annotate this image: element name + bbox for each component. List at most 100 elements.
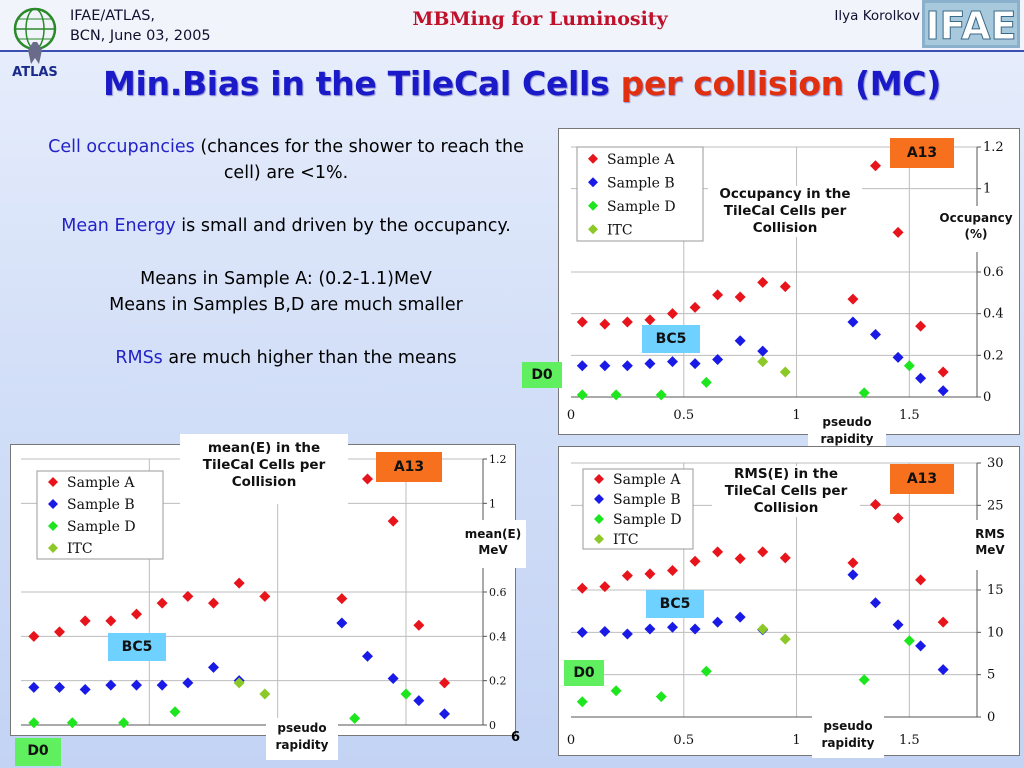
slide-title-part2: per collision <box>620 64 844 103</box>
data-point-sample-b <box>362 650 373 662</box>
data-point-itc <box>233 677 245 689</box>
data-point-sample-a <box>54 626 65 638</box>
data-point-sample-a <box>847 293 859 305</box>
data-point-sample-a <box>667 308 678 320</box>
legend-box <box>36 470 164 560</box>
paragraph-mean-energy: Mean Energy is small and driven by the o… <box>48 213 524 239</box>
legend-marker <box>594 534 604 544</box>
data-point-sample-a <box>712 546 724 558</box>
data-point-sample-a <box>937 366 949 378</box>
data-point-sample-b <box>915 372 927 384</box>
data-point-sample-a <box>892 226 904 238</box>
chart-rms-energy-plot: 0 5 10 15 25 30 0 0.5 1 1.5 Sample A Sample B Sample… <box>567 456 1004 748</box>
data-point-sample-d <box>655 389 667 401</box>
data-point-sample-a <box>689 555 701 567</box>
data-point-sample-d <box>655 691 667 703</box>
data-point-sample-b <box>336 617 348 629</box>
legend-entry: Sample B <box>607 175 675 191</box>
y-tick-label: 25 <box>987 498 1004 513</box>
y-tick-label: 0.2 <box>489 675 507 688</box>
legend-entry: Sample D <box>613 512 682 528</box>
data-point-sample-d <box>610 389 622 401</box>
legend-marker <box>48 477 58 487</box>
paragraph-rms-text: are much higher than the means <box>162 348 457 368</box>
data-point-sample-a <box>779 552 791 564</box>
legend-marker <box>588 153 598 164</box>
header-event-info: IFAE/ATLAS, BCN, June 03, 2005 <box>70 6 211 46</box>
x-tick-label: 1 <box>792 408 800 423</box>
data-point-sample-b <box>644 623 656 635</box>
data-point-sample-d <box>610 685 622 697</box>
data-point-sample-a <box>734 291 746 303</box>
ifae-logo: IFAE <box>922 0 1020 49</box>
data-point-sample-b <box>79 684 91 696</box>
data-point-itc <box>779 366 791 378</box>
y-tick-label: 0.4 <box>489 630 507 643</box>
data-point-sample-d <box>169 706 181 718</box>
legend-marker <box>588 200 598 211</box>
data-point-sample-b <box>28 681 40 693</box>
paragraph-occupancy: Cell occupancies (chances for the shower… <box>48 134 524 186</box>
data-point-sample-b <box>131 679 142 691</box>
data-point-sample-a <box>105 615 117 627</box>
data-point-sample-b <box>847 316 859 328</box>
svg-text:IFAE: IFAE <box>925 4 1016 48</box>
legend-entry: Sample B <box>67 497 135 513</box>
legend-box <box>576 146 704 242</box>
data-point-sample-a <box>336 593 348 605</box>
data-point-sample-a <box>233 577 245 589</box>
data-point-sample-a <box>757 276 769 288</box>
paragraph-rms: RMSs are much higher than the means <box>48 345 524 371</box>
legend-marker <box>48 521 58 531</box>
data-point-sample-a <box>689 301 701 313</box>
data-point-sample-b <box>689 358 701 370</box>
y-tick-label: 30 <box>987 456 1004 471</box>
data-point-sample-b <box>734 611 746 623</box>
data-point-sample-d <box>400 688 412 700</box>
term-rms: RMSs <box>115 348 163 368</box>
y-tick-label: 1.2 <box>489 453 507 466</box>
data-point-sample-d <box>118 717 130 729</box>
legend-box <box>582 468 694 550</box>
data-point-sample-a <box>621 316 633 328</box>
y-tick-label: 1 <box>489 497 496 510</box>
slide-title-part3: (MC) <box>854 64 942 103</box>
data-point-sample-d <box>700 376 712 388</box>
data-point-itc <box>757 356 769 368</box>
data-point-sample-b <box>54 681 65 693</box>
data-point-sample-b <box>621 360 633 372</box>
y-tick-label: 0.6 <box>489 586 507 599</box>
chart-mean-energy-xlabel: pseudo rapidity <box>266 718 338 760</box>
a13-label-mean: A13 <box>376 452 442 482</box>
data-point-sample-d <box>349 712 361 724</box>
data-point-sample-b <box>644 358 656 370</box>
paragraph-mean-energy-text: is small and driven by the occupancy. <box>175 216 511 236</box>
data-point-sample-a <box>734 553 746 565</box>
data-point-sample-a <box>413 619 425 631</box>
data-point-sample-b <box>734 335 746 347</box>
data-point-sample-a <box>915 574 927 586</box>
data-point-sample-a <box>937 616 949 628</box>
data-point-sample-d <box>66 717 78 729</box>
y-tick-label: 1.2 <box>983 140 1004 155</box>
data-point-sample-b <box>576 360 588 372</box>
legend-marker <box>594 474 604 484</box>
data-point-sample-a <box>28 630 40 642</box>
text-block: Cell occupancies (chances for the shower… <box>48 134 524 398</box>
data-point-sample-a <box>599 581 611 593</box>
data-point-sample-b <box>576 626 588 638</box>
header-talk-title: MBMing for Luminosity <box>412 8 668 30</box>
chart-mean-energy-ylabel: mean(E) MeV <box>460 520 526 568</box>
chart-rms-energy-title: RMS(E) in the TileCal Cells per Collisio… <box>712 466 860 517</box>
data-point-sample-a <box>79 615 91 627</box>
data-point-sample-a <box>892 512 904 524</box>
y-tick-label: 15 <box>987 583 1004 598</box>
data-point-sample-b <box>937 664 949 676</box>
chart-rms-energy-xlabel: pseudo rapidity <box>812 716 884 758</box>
data-point-sample-a <box>131 608 142 620</box>
chart-occupancy-title: Occupancy in the TileCal Cells per Colli… <box>708 186 862 237</box>
legend-entry: Sample A <box>607 152 675 168</box>
y-tick-label: 0 <box>983 390 991 405</box>
data-point-sample-b <box>208 661 219 673</box>
